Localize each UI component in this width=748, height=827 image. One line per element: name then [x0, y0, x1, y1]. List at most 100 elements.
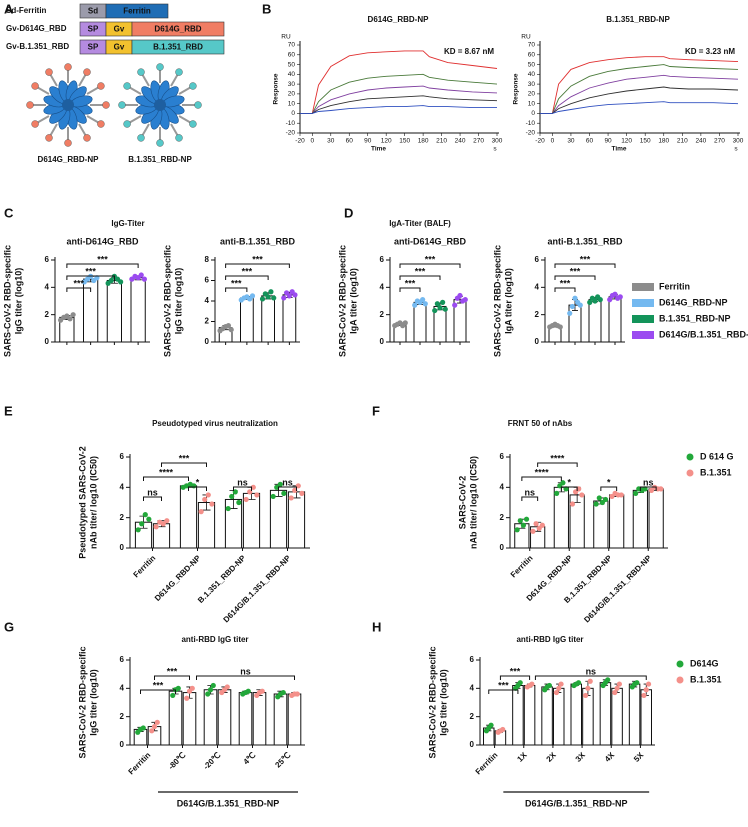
x-tick-label: 180	[658, 138, 669, 145]
chart-subtitle: anti-B.1.351_RBD	[547, 236, 623, 246]
data-point	[514, 527, 520, 533]
axis-line	[479, 657, 655, 746]
sensorgram-curve	[540, 56, 739, 114]
particle-spike	[36, 115, 50, 124]
significance-label: ***	[167, 666, 178, 676]
y-tick-label: 0	[45, 337, 50, 346]
x-tick-label: 150	[640, 138, 651, 145]
y-axis-label: IgA titer (log10)	[348, 268, 358, 334]
data-point	[245, 688, 251, 694]
data-point	[437, 305, 443, 311]
data-point	[270, 493, 276, 500]
particle-core	[62, 99, 74, 111]
x-tick-label: 0	[551, 138, 555, 145]
panel-label: H	[372, 619, 381, 634]
significance-label: ns	[237, 477, 248, 487]
data-point	[560, 480, 566, 486]
significance-bracket	[225, 287, 248, 292]
particle-rbd	[123, 120, 131, 128]
particle-spike	[36, 86, 50, 95]
significance-label: ****	[550, 453, 565, 463]
sensorgram-curve	[300, 105, 497, 114]
data-point	[583, 692, 589, 699]
data-point	[587, 299, 593, 305]
particle-spike	[49, 123, 58, 137]
significance-label: ns	[586, 666, 597, 676]
data-point	[198, 509, 204, 515]
y-axis-label: SARS-CoV-2 RBD-specific	[77, 646, 87, 758]
significance-bracket	[196, 675, 295, 680]
data-point	[420, 297, 426, 303]
data-point	[457, 292, 463, 299]
chart-title: anti-RBD IgG titer	[181, 635, 248, 644]
bar	[168, 690, 183, 746]
data-point	[558, 681, 564, 687]
data-point	[462, 297, 468, 303]
data-point	[634, 680, 640, 686]
data-point	[500, 726, 506, 733]
y-axis-label: SARS-CoV-2 RBD-specific	[2, 245, 12, 357]
x-tick-label: -20	[295, 138, 305, 145]
legend-marker	[686, 469, 694, 477]
y-tick-label: 6	[120, 655, 125, 664]
data-point	[607, 297, 613, 303]
significance-bracket	[188, 486, 207, 491]
bar	[252, 692, 267, 746]
y-tick-label: 4	[500, 482, 505, 491]
y-tick-label: 40	[528, 71, 536, 78]
y-tick-label: 2	[500, 513, 505, 522]
bar	[599, 682, 612, 746]
y-tick-label: 10	[288, 100, 296, 107]
x-tick-label: 1X	[515, 750, 529, 764]
x-tick-label: B.1.351_RBD-NP	[196, 553, 248, 605]
data-point	[563, 486, 569, 492]
significance-label: ***	[85, 266, 96, 276]
particle-spike	[170, 73, 179, 87]
data-point	[249, 293, 256, 299]
sensorgram-curve	[300, 95, 498, 114]
data-point	[617, 294, 623, 300]
significance-bracket	[66, 275, 115, 280]
panel-label: D	[344, 205, 353, 220]
particle-rbd	[83, 134, 91, 142]
legend-marker	[676, 660, 684, 668]
legend-marker	[686, 453, 694, 461]
y-tick-label: 60	[288, 51, 296, 58]
data-point	[442, 306, 448, 312]
x-tick-label: 150	[399, 138, 410, 145]
legend-swatch	[632, 299, 654, 307]
data-point	[164, 518, 170, 524]
data-point	[280, 689, 286, 696]
y-tick-label: 50	[528, 61, 536, 68]
y-tick-label: 2	[535, 310, 540, 319]
data-point	[658, 486, 664, 492]
bar	[238, 692, 253, 746]
data-point	[577, 302, 583, 308]
particle-spike	[78, 73, 87, 87]
data-point	[254, 492, 260, 498]
sensorgram-curve	[300, 50, 498, 114]
significance-label: ns	[282, 477, 293, 487]
significance-label: ***	[580, 254, 591, 264]
significance-bracket	[534, 675, 647, 680]
y-tick-label: 4	[380, 282, 385, 291]
y-tick-label: -20	[286, 130, 296, 137]
x-tick-label: D614G/B.1.351_RBD-NP	[582, 553, 653, 624]
data-point	[556, 685, 562, 691]
data-point	[268, 289, 274, 295]
data-point	[517, 518, 523, 524]
particle-rbd	[189, 120, 197, 128]
bar	[570, 683, 582, 746]
bar	[240, 297, 254, 343]
data-point	[579, 492, 585, 498]
data-point	[530, 528, 536, 534]
significance-label: ****	[535, 467, 550, 477]
particle-spike	[86, 86, 100, 95]
y-tick-label: 4	[535, 282, 540, 291]
particle-rbd	[64, 63, 72, 71]
data-point	[288, 495, 294, 501]
data-point	[523, 516, 530, 522]
x-tick-label: 3X	[574, 750, 588, 764]
significance-bracket	[225, 263, 290, 268]
data-point	[569, 501, 576, 507]
